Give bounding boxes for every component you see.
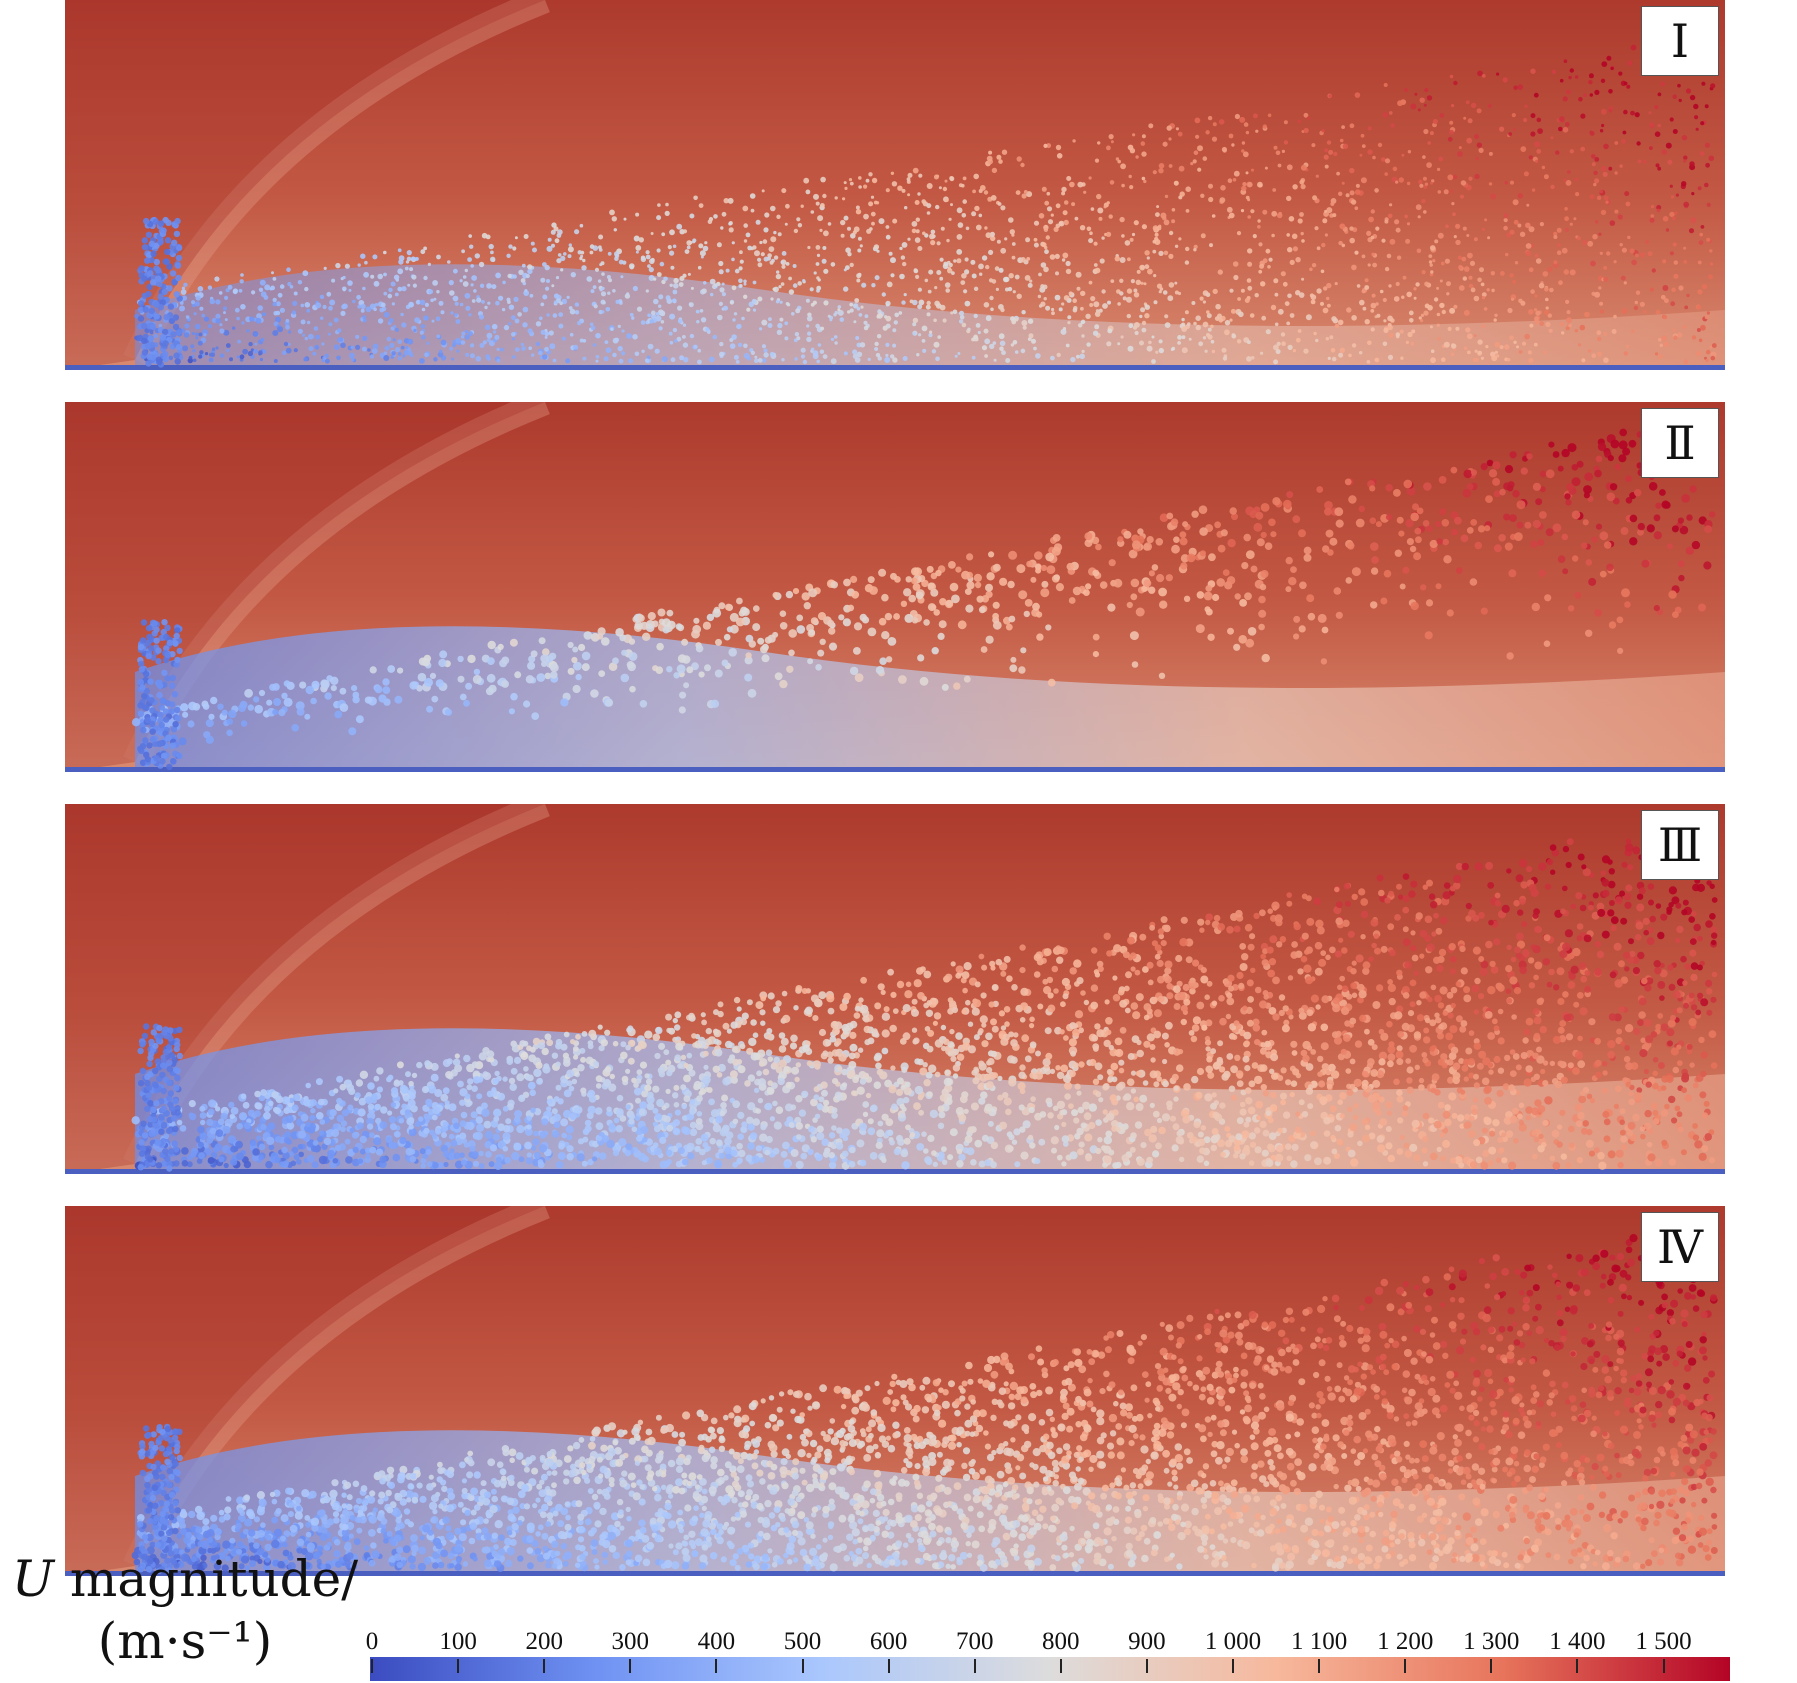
panel-3-field xyxy=(65,804,1725,1174)
particle-source xyxy=(137,1423,183,1575)
shock-front xyxy=(123,0,550,366)
pre-shock-region xyxy=(65,402,545,772)
colorbar-tick-label: 900 xyxy=(1128,1628,1166,1655)
colorbar-title: U magnitude/ (m·s⁻¹) xyxy=(10,1548,360,1672)
particle-source xyxy=(137,619,183,771)
colorbar-tick-mark xyxy=(1662,1659,1665,1673)
panel-2-field xyxy=(65,402,1725,772)
particle-cloud xyxy=(131,1213,1718,1572)
wake-region xyxy=(135,1028,1725,1174)
panel-1-field xyxy=(65,0,1725,370)
colorbar-tick-mark xyxy=(887,1659,890,1673)
colorbar-tick-label: 200 xyxy=(525,1628,563,1655)
colorbar-tick-mark xyxy=(1059,1659,1062,1673)
wake-region xyxy=(135,264,1725,370)
panel-4-field xyxy=(65,1206,1725,1576)
pre-shock-region xyxy=(65,0,545,370)
colorbar-tick-label: 800 xyxy=(1042,1628,1080,1655)
colorbar-tick-mark xyxy=(1576,1659,1579,1673)
colorbar-tick-label: 700 xyxy=(955,1628,994,1655)
particle-source xyxy=(137,1023,183,1172)
colorbar-quantity: magnitude/ xyxy=(54,1550,359,1608)
colorbar-tick-label: 1 500 xyxy=(1635,1628,1692,1655)
colorbar-tick-mark xyxy=(1232,1659,1234,1673)
colorbar-tick-mark xyxy=(1404,1659,1407,1673)
simulation-panel-2: Ⅱ xyxy=(65,402,1725,772)
ground-line xyxy=(65,365,1725,370)
colorbar-tick-label: 400 xyxy=(697,1628,736,1655)
colorbar-tick-label: 0 xyxy=(365,1628,379,1655)
colorbar-unit: (m·s⁻¹) xyxy=(97,1612,273,1670)
colorbar-tick-mark xyxy=(1490,1659,1493,1673)
ground-line xyxy=(65,1571,1725,1576)
particle-source xyxy=(137,216,183,368)
colorbar: 0 100 200 300 400 500 600 700 800 900 1 000 1 100 1 … xyxy=(366,1628,1730,1683)
colorbar-tick-label: 1 300 xyxy=(1463,1628,1520,1655)
colorbar-tick-label: 1 100 xyxy=(1290,1628,1348,1655)
colorbar-tick-mark xyxy=(1318,1659,1321,1673)
ground-line xyxy=(65,767,1725,772)
particle-cloud xyxy=(134,44,1717,365)
colorbar-variable: U xyxy=(11,1550,55,1608)
particle-cloud xyxy=(131,413,1716,746)
ground-line xyxy=(65,1169,1725,1174)
colorbar-tick-mark xyxy=(371,1659,373,1673)
colorbar-tick-mark xyxy=(629,1659,632,1673)
colorbar-tick-mark xyxy=(1145,1659,1148,1673)
colorbar-tick-label: 1 000 xyxy=(1204,1628,1262,1655)
colorbar-tick-label: 500 xyxy=(783,1628,822,1655)
colorbar-tick-label: 100 xyxy=(439,1628,477,1655)
simulation-panel-3: Ⅲ xyxy=(65,804,1725,1174)
colorbar-tick-mark xyxy=(801,1659,804,1673)
simulation-panel-1: Ⅰ xyxy=(65,0,1725,370)
colorbar-tick-mark xyxy=(543,1659,546,1673)
simulation-panel-4: Ⅳ xyxy=(65,1206,1725,1576)
panel-label-4: Ⅳ xyxy=(1641,1212,1719,1282)
colorbar-gradient xyxy=(370,1657,1730,1681)
colorbar-tick-mark xyxy=(973,1659,976,1673)
colorbar-tick-mark xyxy=(715,1659,718,1673)
pre-shock-region xyxy=(65,804,545,1174)
colorbar-tick-label: 600 xyxy=(869,1628,908,1655)
pre-shock-region xyxy=(65,1206,545,1576)
colorbar-tick-mark xyxy=(457,1659,460,1673)
colorbar-tick-label: 1 200 xyxy=(1377,1628,1434,1655)
colorbar-tick-label: 1 400 xyxy=(1549,1628,1606,1655)
colorbar-tick-label: 300 xyxy=(611,1628,650,1655)
panel-label-3: Ⅲ xyxy=(1641,810,1719,880)
panel-label-2: Ⅱ xyxy=(1641,408,1719,478)
panel-label-1: Ⅰ xyxy=(1641,6,1719,76)
particle-cloud xyxy=(131,825,1718,1170)
